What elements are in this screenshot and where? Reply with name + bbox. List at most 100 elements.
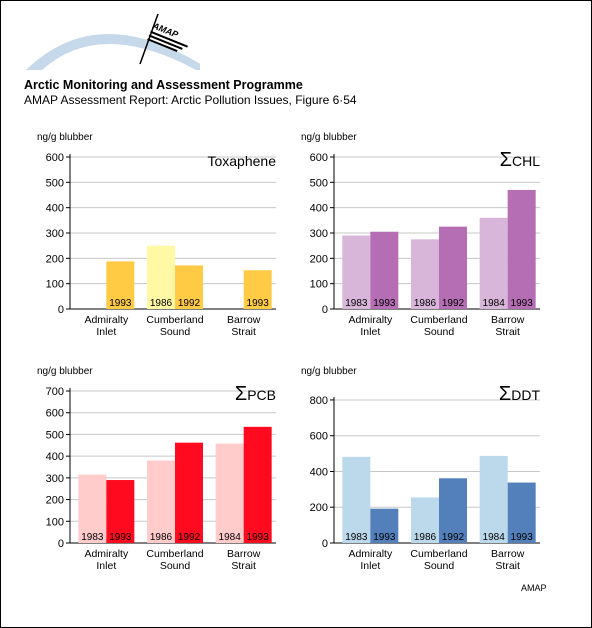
bar-year-label: 1992 [178, 298, 201, 309]
x-category-label: Admiralty [348, 314, 393, 326]
bar-year-label: 1984 [219, 532, 242, 543]
logo-fine-print-icon [148, 34, 183, 50]
amap-logo: AMAP [26, 13, 200, 70]
bar [370, 508, 399, 543]
y-tick-label: 200 [310, 502, 328, 514]
bar-year-label: 1986 [150, 532, 173, 543]
chart-title-text: DDT [511, 387, 540, 403]
bar [78, 474, 107, 543]
y-tick-label: 400 [46, 203, 64, 215]
chart-toxaphene: ng/g blubber 0 100 200 300 400 500 600 Toxaphene… [37, 132, 276, 338]
y-axis-label: ng/g blubber [301, 132, 357, 143]
y-tick-label: 100 [310, 279, 328, 291]
x-category-label: Inlet [360, 326, 380, 338]
sigma-symbol: Σ [235, 383, 247, 405]
x-category-label: Cumberland [410, 548, 467, 560]
x-category-label: Sound [424, 560, 455, 572]
y-tick-label: 600 [310, 431, 328, 443]
chart-title: Toxaphene [207, 153, 276, 169]
y-tick-label: 0 [58, 304, 64, 316]
bar-year-label: 1986 [150, 298, 173, 309]
y-tick-label: 0 [322, 304, 328, 316]
y-tick-label: 400 [310, 203, 328, 215]
chart-pcb: ng/g blubber 0 100 200 300 400 500 600 700 ΣPCB 19… [37, 366, 276, 572]
logo-fine-print-icon [150, 30, 188, 48]
bar [147, 245, 175, 309]
bar-year-label: 1993 [373, 532, 396, 543]
y-tick-label: 600 [310, 152, 328, 164]
chart-ddt: ng/g blubber 0 200 400 600 800 ΣDDT 1983 1993 Adm… [301, 366, 541, 572]
x-category-label: Admiralty [84, 548, 129, 560]
bar-year-label: 1986 [414, 298, 437, 309]
page-title: Arctic Monitoring and Assessment Program… [24, 78, 303, 92]
y-tick-label: 600 [46, 152, 64, 164]
x-category-label: Inlet [96, 326, 116, 338]
x-category-label: Inlet [96, 560, 116, 572]
bar [106, 261, 135, 309]
bar-year-label: 1984 [483, 298, 506, 309]
x-category-label: Admiralty [348, 548, 393, 560]
x-category-label: Barrow [227, 314, 261, 326]
x-category-label: Cumberland [146, 548, 203, 560]
x-category-label: Strait [231, 560, 256, 572]
y-axis-label: ng/g blubber [301, 366, 357, 377]
bar-year-label: 1986 [414, 532, 437, 543]
y-tick-label: 500 [46, 429, 64, 441]
y-axis-label: ng/g blubber [37, 366, 93, 377]
chart-title: ΣDDT [499, 383, 541, 405]
bar [507, 482, 536, 543]
x-category-label: Strait [495, 326, 520, 338]
y-tick-label: 300 [46, 228, 64, 240]
x-category-label: Barrow [491, 314, 525, 326]
x-category-label: Barrow [491, 548, 525, 560]
chart-chl: ng/g blubber 0 100 200 300 400 500 600 ΣCHL 1983 1… [301, 132, 540, 338]
chart-title-text: PCB [247, 387, 276, 403]
bar-year-label: 1983 [81, 532, 104, 543]
x-category-label: Admiralty [84, 314, 129, 326]
bar [342, 235, 371, 309]
y-tick-label: 700 [46, 386, 64, 398]
y-tick-label: 400 [46, 451, 64, 463]
y-tick-label: 600 [46, 408, 64, 420]
bar [215, 443, 244, 543]
bar [479, 217, 508, 309]
bar [243, 426, 272, 543]
bar [411, 497, 439, 543]
bar [507, 189, 536, 309]
bar-year-label: 1993 [247, 298, 270, 309]
x-category-label: Cumberland [410, 314, 467, 326]
bar [175, 265, 203, 309]
y-axis-label: ng/g blubber [37, 132, 93, 143]
x-category-label: Sound [160, 560, 191, 572]
footer-credit: AMAP [521, 583, 547, 593]
y-tick-label: 300 [310, 228, 328, 240]
bar-year-label: 1993 [247, 532, 270, 543]
x-category-label: Cumberland [146, 314, 203, 326]
bar-year-label: 1983 [345, 298, 368, 309]
y-tick-label: 0 [322, 538, 328, 550]
bar-year-label: 1993 [109, 298, 132, 309]
bar [439, 478, 467, 543]
y-tick-label: 400 [310, 466, 328, 478]
y-tick-label: 100 [46, 279, 64, 291]
y-tick-label: 500 [310, 177, 328, 189]
bar [370, 231, 399, 309]
bar-year-label: 1992 [442, 532, 465, 543]
chart-title-text: Toxaphene [207, 153, 276, 169]
y-tick-label: 300 [46, 473, 64, 485]
x-category-label: Strait [231, 326, 256, 338]
bar [342, 456, 371, 543]
bar-year-label: 1992 [178, 532, 201, 543]
bar-year-label: 1993 [373, 298, 396, 309]
y-tick-label: 200 [310, 253, 328, 265]
bar [106, 480, 135, 543]
bar-year-label: 1992 [442, 298, 465, 309]
y-tick-label: 800 [310, 395, 328, 407]
bar-year-label: 1993 [109, 532, 132, 543]
page-subtitle: AMAP Assessment Report: Arctic Pollution… [24, 93, 357, 107]
bar [439, 226, 467, 309]
x-category-label: Inlet [360, 560, 380, 572]
x-category-label: Strait [495, 560, 520, 572]
bar-year-label: 1993 [511, 298, 534, 309]
bar [147, 460, 175, 543]
